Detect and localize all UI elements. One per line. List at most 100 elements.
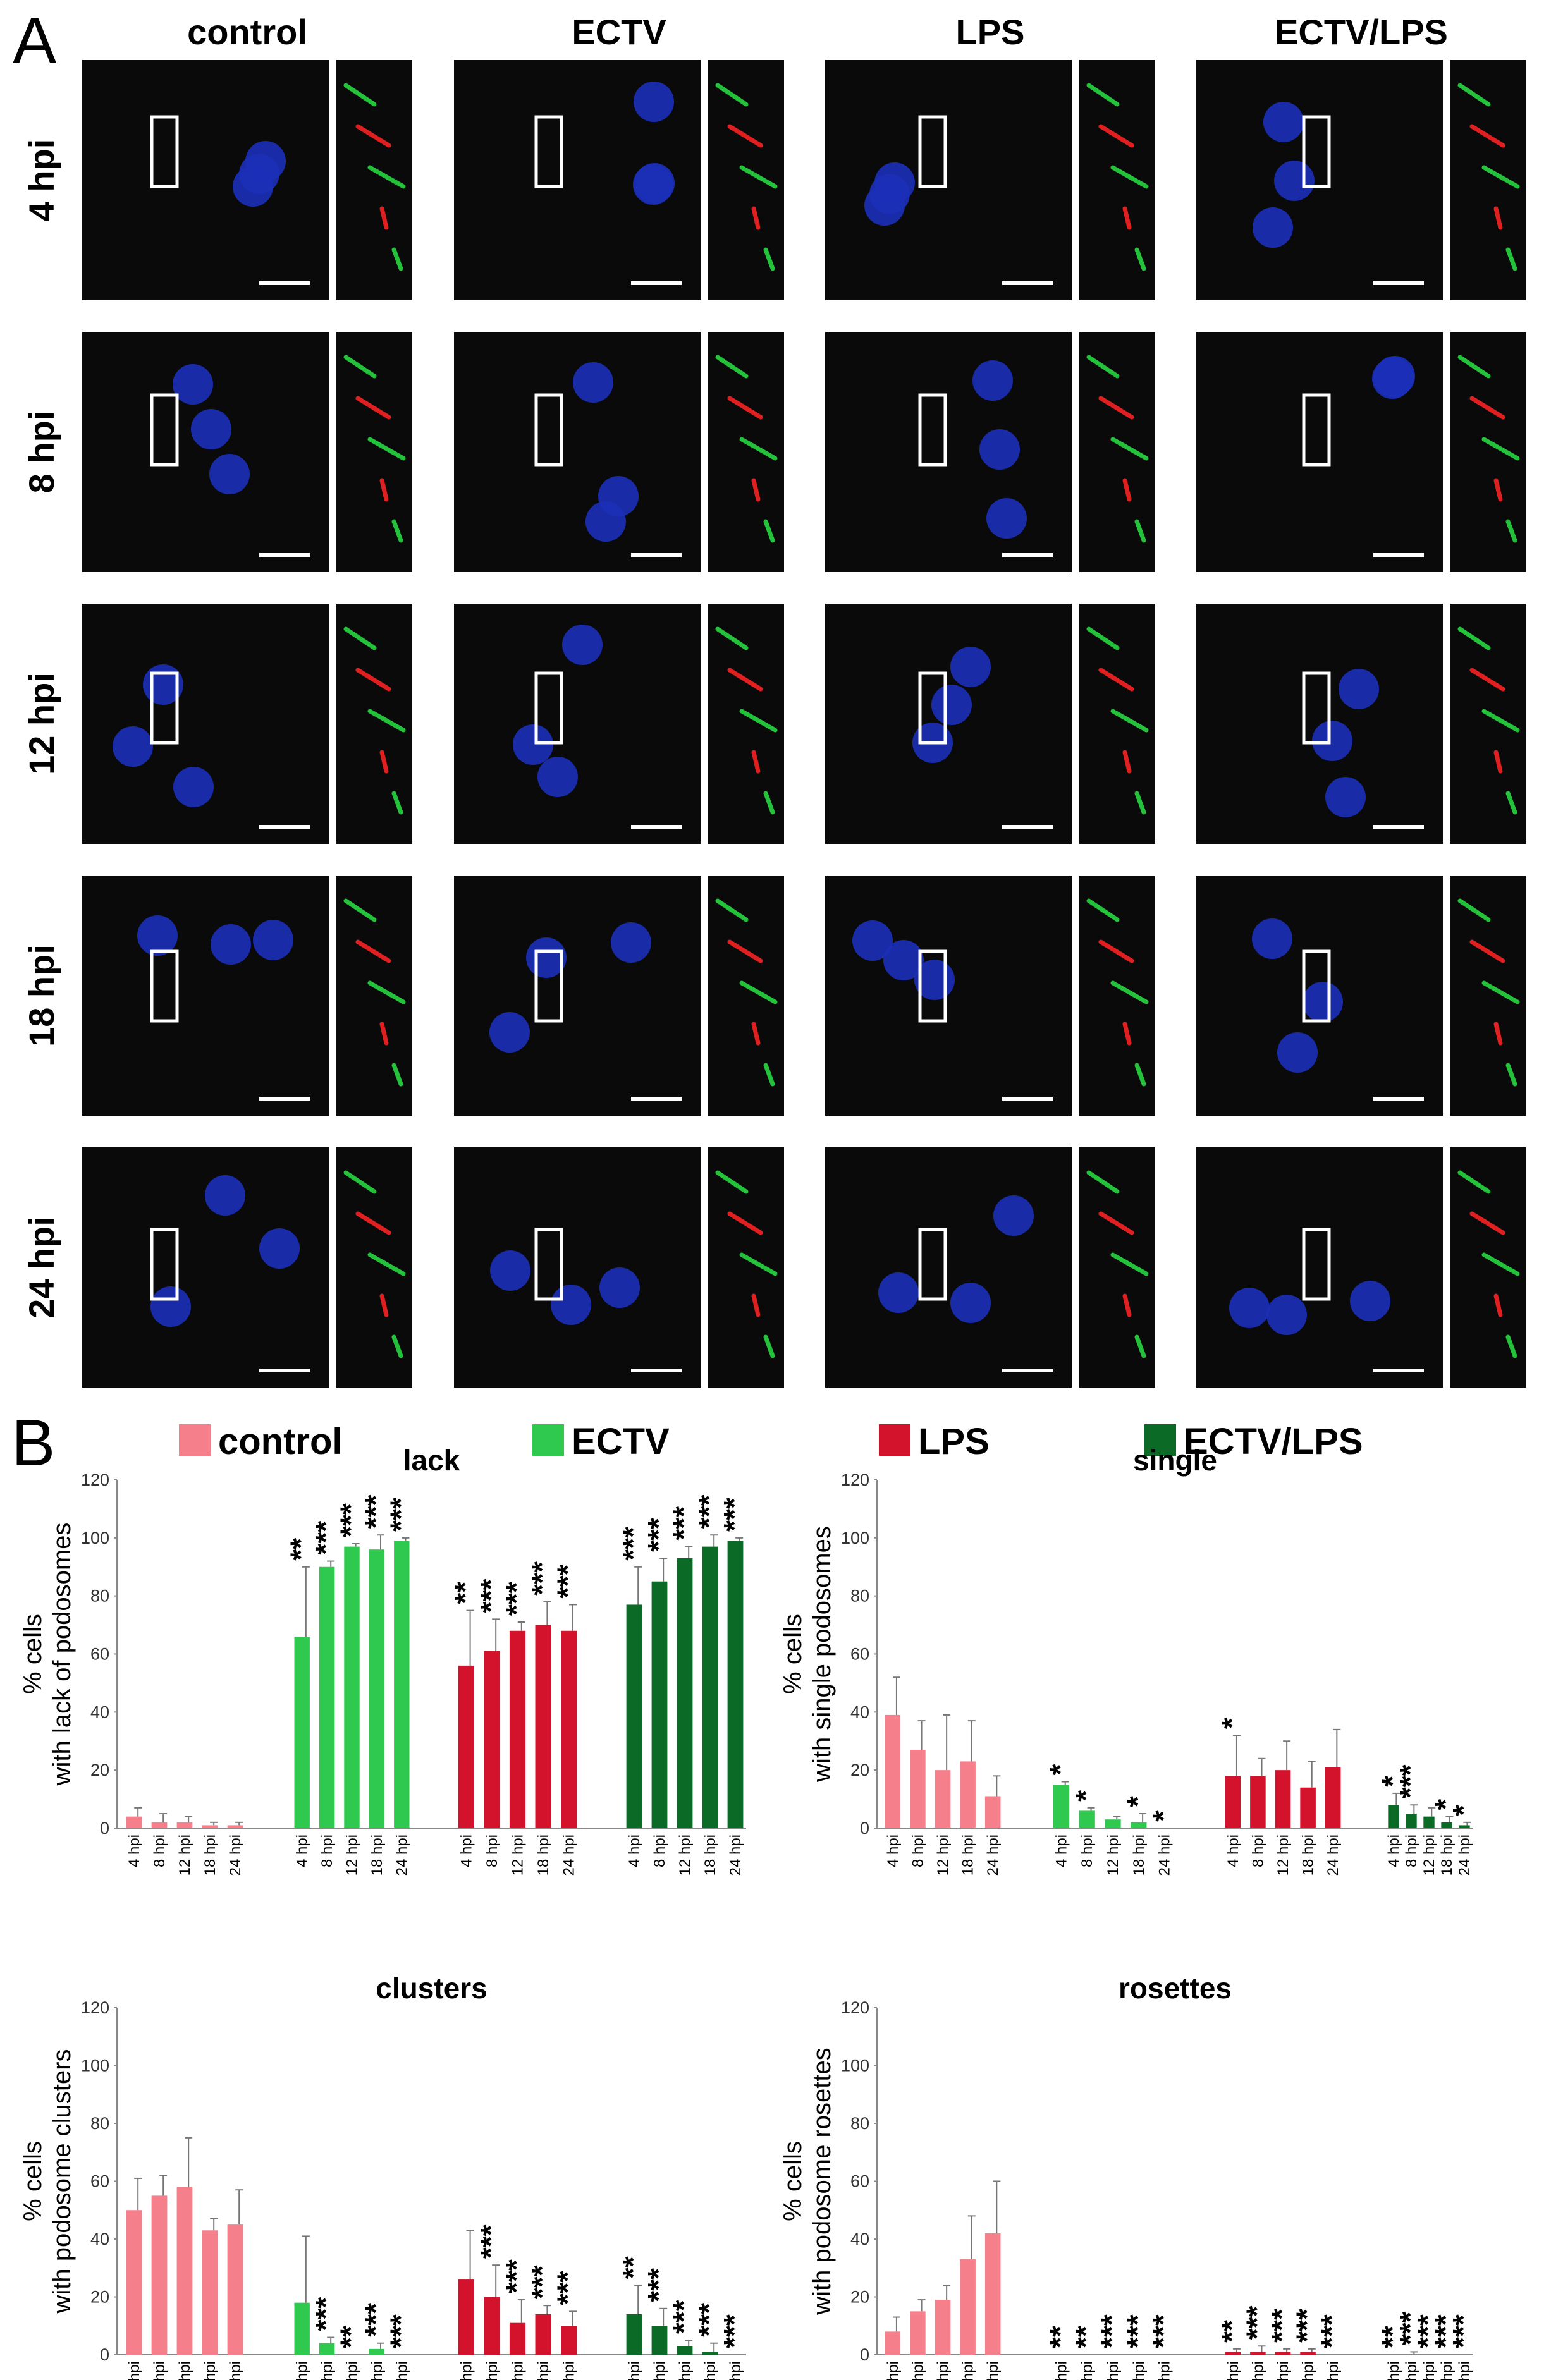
x-tick-label: 4 hpi [1053, 2361, 1070, 2380]
roi-box [918, 1228, 947, 1301]
bar [651, 2326, 668, 2355]
nucleus-blob [1277, 1032, 1318, 1073]
podosome-streak [1110, 165, 1149, 189]
significance-label: *** [1429, 2314, 1462, 2348]
significance-label: *** [500, 1582, 533, 1616]
podosome-streak [343, 355, 377, 379]
significance-label: *** [692, 2303, 725, 2337]
x-tick-label: 18 hpi [702, 1834, 719, 1876]
podosome-streak [343, 626, 377, 650]
y-tick-label: 120 [841, 1998, 869, 2017]
podosome-streak [1481, 1252, 1520, 1276]
column-header: ECTV/LPS [1275, 12, 1448, 52]
podosome-streak [715, 355, 749, 379]
bar [484, 1651, 500, 1828]
podosome-streak [1493, 206, 1503, 230]
scale-bar [259, 1097, 310, 1101]
micrograph-cell [1196, 332, 1526, 572]
podosome-streak [1110, 437, 1149, 461]
x-tick-label: 18 hpi [1300, 2361, 1317, 2380]
podosome-streak [379, 1022, 389, 1046]
podosome-streak [1457, 626, 1491, 650]
bar [960, 1761, 976, 1828]
x-tick-label: 18 hpi [1438, 2361, 1456, 2380]
bar [561, 2326, 577, 2355]
micrograph-main [1196, 604, 1443, 844]
x-tick-label: 8 hpi [1249, 1834, 1266, 1867]
bar [369, 2348, 385, 2355]
nucleus-blob [1252, 918, 1292, 959]
bar [176, 2187, 193, 2355]
podosome-streak [739, 1252, 778, 1276]
nucleus-blob [972, 360, 1013, 401]
significance-label: *** [1240, 2305, 1273, 2340]
x-tick-label: 24 hpi [227, 2361, 244, 2380]
micrograph-cell [825, 604, 1155, 844]
significance-label: *** [384, 1498, 417, 1532]
roi-box [1302, 1228, 1331, 1301]
bar [885, 1714, 901, 1828]
y-tick-label: 80 [90, 1587, 109, 1606]
significance-label: *** [1121, 2314, 1154, 2348]
podosome-streak [1469, 668, 1505, 692]
x-tick-label: 12 hpi [176, 2361, 193, 2380]
podosome-streak [727, 668, 763, 692]
nucleus-blob [489, 1012, 530, 1053]
podosome-streak [367, 709, 406, 733]
micrograph-main [82, 604, 329, 844]
significance-label: *** [1394, 2312, 1426, 2346]
scale-bar [1002, 825, 1053, 829]
podosome-streak [1122, 750, 1132, 774]
bar [319, 1566, 335, 1828]
podosome-streak [763, 519, 775, 543]
podosome-streak [1505, 1063, 1517, 1087]
bar [910, 1750, 926, 1828]
legend-swatch [1144, 1424, 1176, 1456]
significance-label: *** [1394, 1764, 1426, 1798]
nucleus-blob [513, 724, 553, 765]
bar [227, 2224, 243, 2355]
podosome-streak [1469, 396, 1505, 420]
scale-bar [1002, 553, 1053, 557]
nucleus-blob [173, 767, 214, 807]
roi-box [918, 115, 947, 188]
podosome-streak [1457, 898, 1491, 922]
roi-box [1302, 115, 1331, 188]
micrograph-cell [825, 876, 1155, 1116]
podosome-streak [1086, 626, 1120, 650]
significance-label: *** [525, 2265, 558, 2299]
nucleus-blob [931, 685, 972, 725]
nucleus-blob [253, 920, 293, 960]
significance-label: *** [474, 1579, 507, 1613]
scale-bar [1373, 1369, 1424, 1372]
x-tick-label: 24 hpi [1325, 2361, 1342, 2380]
significance-label: *** [1095, 2314, 1128, 2348]
y-tick-label: 0 [100, 2345, 109, 2364]
bar [202, 1825, 218, 1828]
scale-bar [259, 1369, 310, 1372]
x-tick-label: 12 hpi [1421, 1834, 1438, 1876]
legend-swatch [179, 1424, 211, 1456]
row-header: 8 hpi [21, 411, 61, 494]
podosome-streak [1505, 247, 1517, 271]
scale-bar [631, 281, 682, 285]
legend-label: control [218, 1421, 343, 1462]
nucleus-blob [1372, 358, 1413, 399]
micrograph-main [825, 876, 1072, 1116]
podosome-streak [1469, 939, 1505, 963]
podosome-streak [379, 206, 389, 230]
y-tick-label: 40 [850, 2230, 869, 2249]
podosome-streak [715, 1170, 749, 1194]
podosome-streak [379, 478, 389, 502]
bar [1079, 1810, 1095, 1828]
bar [176, 1822, 193, 1828]
x-tick-label: 12 hpi [1275, 2361, 1292, 2380]
y-tick-label: 60 [850, 1645, 869, 1664]
significance-label: *** [1315, 2314, 1348, 2348]
podosome-streak [763, 247, 775, 271]
scale-bar [259, 825, 310, 829]
scale-bar [1002, 1097, 1053, 1101]
podosome-streak [1134, 791, 1146, 815]
x-tick-label: 24 hpi [727, 1834, 744, 1876]
